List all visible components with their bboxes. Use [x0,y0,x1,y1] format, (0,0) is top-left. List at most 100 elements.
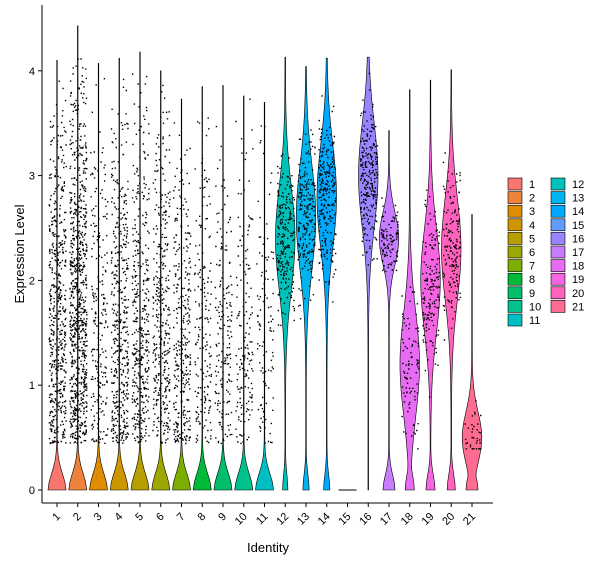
legend-item-3: 3 [507,204,535,218]
points-4 [110,78,130,444]
legend-swatch [550,177,566,191]
legend-label: 11 [529,315,540,327]
points-20 [442,152,462,341]
points-10 [235,98,254,445]
violin-group-20 [441,69,462,491]
legend-item-1: 1 [507,177,535,191]
legend-label: 13 [572,193,584,205]
violin-group-16 [358,56,379,491]
violin-group-6 [151,70,171,491]
y-tick-label: 0 [29,485,35,497]
violin-group-3 [89,63,109,491]
violin-17 [378,130,400,491]
legend-item-10: 10 [507,300,541,313]
points-19 [422,189,441,398]
points-7 [173,122,192,445]
legend-swatch [550,286,566,300]
violin-group-10 [234,95,254,491]
legend-label: 21 [572,301,584,313]
legend-label: 6 [529,247,535,259]
legend-item-11: 11 [507,313,540,327]
legend-item-4: 4 [507,218,535,232]
legend-item-5: 5 [507,232,535,245]
violin-12 [275,56,296,491]
violin-group-4 [109,57,130,491]
violin-group-18 [399,89,420,491]
legend-swatch [507,313,523,327]
y-tick-label: 3 [29,171,35,183]
points-1 [48,80,67,445]
legend-swatch [507,204,523,218]
legend-item-6: 6 [507,245,535,259]
legend-swatch [550,272,566,286]
legend-item-18: 18 [550,259,584,273]
y-tick-label: 4 [29,66,35,78]
violin-20 [441,69,462,491]
legend-swatch [507,259,523,272]
legend-swatch [550,245,566,259]
violin-14 [316,57,337,491]
legend-label: 5 [529,233,535,245]
legend-swatch [507,232,523,245]
points-17 [380,197,399,273]
legend-swatch [507,272,523,286]
y-ticks: 0 1 2 3 4 [29,66,42,497]
legend-swatch [550,300,566,313]
legend-swatch [507,177,523,191]
legend-label: 2 [529,193,535,205]
violin-group-7 [172,98,192,491]
violin-group-2 [68,25,88,491]
legend-label: 4 [529,220,535,232]
violin-group-8 [192,86,213,491]
legend-label: 1 [529,179,535,191]
violin-group-5 [130,51,150,491]
legend-label: 12 [572,179,584,191]
x-axis-title: Identity [247,540,289,555]
violin-8 [192,86,212,491]
y-tick-label: 2 [29,275,35,287]
legend-item-19: 19 [550,272,584,286]
points-12 [276,153,296,327]
y-axis-title: Expression Level [12,204,27,303]
legend-item-16: 16 [550,232,584,245]
legend-label: 9 [529,288,535,300]
violin-group-21 [461,214,483,491]
legend-item-17: 17 [550,245,584,259]
legend-label: 17 [572,247,584,259]
violin-18 [399,89,420,491]
legend-item-7: 7 [507,259,535,273]
chart-marks [47,25,483,491]
legend-label: 3 [529,206,535,218]
violin-group-14 [316,57,337,491]
legend-item-12: 12 [550,177,584,191]
legend-swatch [507,245,523,259]
legend-swatch [507,218,523,232]
legend-item-9: 9 [507,286,535,300]
legend-label: 8 [529,274,535,286]
points-9 [214,125,233,445]
violin-group-1 [47,60,67,491]
violin-5 [130,51,150,491]
legend-label: 19 [572,274,584,286]
violin-9 [213,85,233,491]
legend-swatch [550,218,566,232]
violin-group-11 [255,101,275,491]
violin-group-17 [378,130,400,491]
violin-19 [420,79,441,491]
legend-swatch [550,204,566,218]
legend-swatch [550,232,566,245]
points-13 [297,129,316,320]
legend-label: 16 [572,233,584,245]
legend-swatch [550,259,566,272]
points-16 [359,72,379,266]
points-2 [69,58,88,444]
legend-item-2: 2 [507,191,535,205]
y-tick-label: 1 [29,380,35,392]
legend-label: 7 [529,261,535,273]
legend-item-14: 14 [550,204,584,218]
legend-label: 20 [572,288,584,300]
legend-item-20: 20 [550,286,584,300]
legend-swatch [507,286,523,300]
